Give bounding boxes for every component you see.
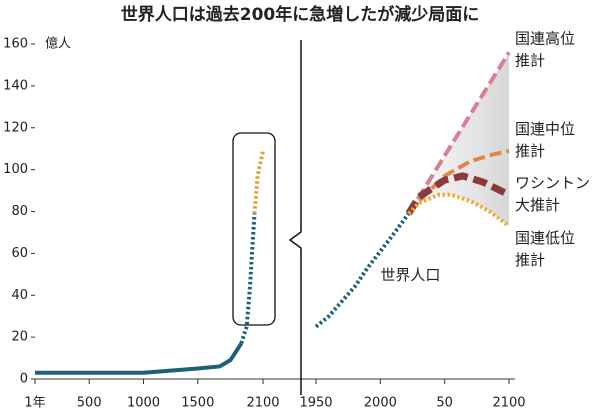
- y-tick-label: 20: [11, 330, 28, 345]
- x-tick-label: 2000: [364, 396, 397, 411]
- series-line: [35, 342, 243, 375]
- y-tick-label: 140: [3, 78, 28, 93]
- series-label: 国連中位推計: [515, 119, 575, 159]
- series-line: [252, 150, 265, 214]
- series-label: 国連低位推計: [515, 229, 575, 269]
- series-label: 国連高位推計: [515, 29, 575, 69]
- x-tick-label: 2100: [492, 396, 525, 411]
- x-tick-label: 1950: [299, 396, 332, 411]
- series-line: [239, 213, 257, 345]
- y-tick-label: 0: [20, 372, 28, 387]
- y-axis-label: 億人: [45, 36, 71, 52]
- series-label: ワシントン大推計: [515, 173, 590, 213]
- x-tick-label: 2100: [246, 396, 279, 411]
- y-tick-label: 40: [11, 288, 28, 303]
- x-tick-label: 1500: [181, 396, 214, 411]
- y-tick-label: 80: [11, 204, 28, 219]
- series-line: [406, 51, 511, 215]
- x-tick-label: 50: [436, 396, 453, 411]
- highlight-box: [232, 132, 276, 326]
- x-tick-label: 1年: [24, 396, 45, 411]
- series-line: [407, 148, 510, 215]
- chart-title: 世界人口は過去200年に急増したが減少局面に: [121, 4, 480, 25]
- series-line: [314, 212, 411, 329]
- y-tick-label: 60: [11, 246, 28, 261]
- axis-break: [288, 40, 302, 395]
- x-tick-label: 1000: [127, 396, 160, 411]
- y-tick-label: 100: [3, 162, 28, 177]
- y-tick-label: 160: [3, 37, 28, 52]
- series-label: 世界人口: [380, 266, 440, 284]
- series-line: [407, 192, 511, 228]
- x-tick-label: 500: [77, 396, 102, 411]
- y-tick-label: 120: [3, 120, 28, 135]
